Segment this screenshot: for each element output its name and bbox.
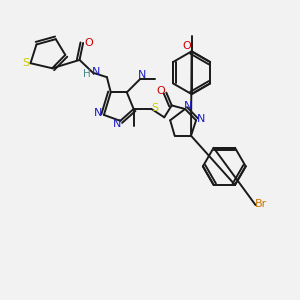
Text: O: O — [183, 41, 191, 51]
Text: N: N — [197, 114, 206, 124]
Text: N: N — [92, 67, 100, 77]
Text: N: N — [113, 119, 122, 129]
Text: S: S — [22, 58, 30, 68]
Text: N: N — [138, 70, 146, 80]
Text: S: S — [152, 103, 159, 113]
Text: N: N — [184, 101, 192, 111]
Text: O: O — [157, 86, 165, 96]
Text: O: O — [84, 38, 93, 48]
Text: H: H — [82, 69, 90, 79]
Text: N: N — [94, 108, 102, 118]
Text: Br: Br — [255, 199, 267, 209]
